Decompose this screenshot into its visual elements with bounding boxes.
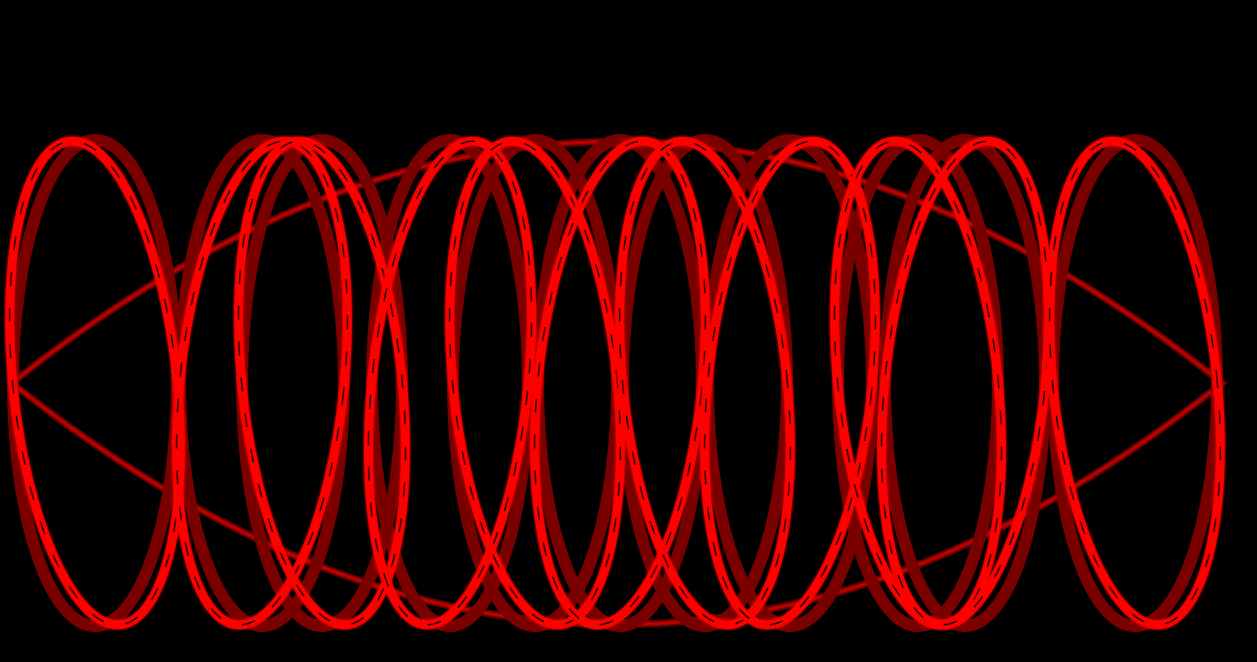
ring-10-shadow: [879, 134, 1051, 632]
ring-9-texture: [833, 140, 1003, 626]
ring-2-texture: [175, 140, 349, 626]
ring-6-texture: [533, 140, 707, 626]
ring-10: [876, 136, 1054, 630]
ring-7-texture: [618, 140, 792, 626]
front-layer: [5, 136, 1225, 630]
ring-11-texture: [1048, 140, 1222, 626]
ring-11: [1045, 136, 1225, 630]
ring-1-shadow: [7, 134, 183, 632]
ring-5-texture: [448, 140, 622, 626]
ring-11-shadow: [1047, 134, 1223, 632]
ring-10-texture: [880, 140, 1050, 626]
ring-8-texture: [703, 140, 877, 626]
ring-3-texture: [237, 140, 407, 626]
ring-4-texture: [367, 140, 533, 626]
